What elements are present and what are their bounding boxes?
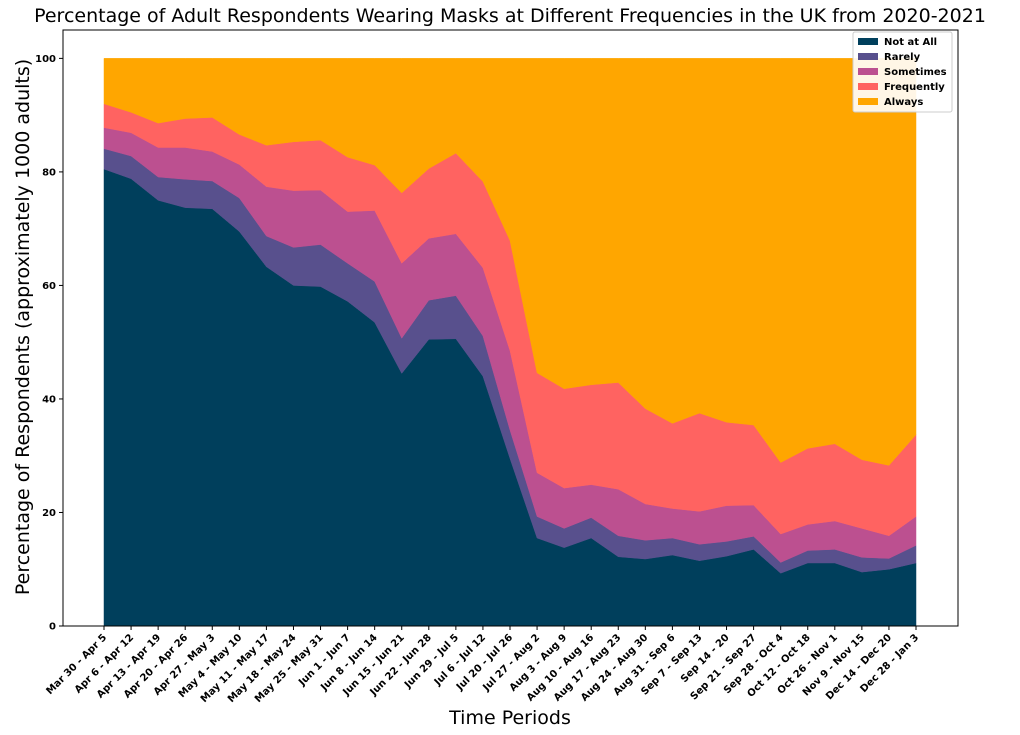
y-tick-label: 60 <box>42 281 56 292</box>
legend-box <box>852 31 953 113</box>
y-tick-label: 40 <box>42 394 56 405</box>
y-axis-label: Percentage of Respondents (approximately… <box>12 59 34 595</box>
legend-label: Rarely <box>884 52 921 63</box>
area-layers <box>103 58 917 627</box>
x-axis-label: Time Periods <box>448 707 571 729</box>
legend-label: Not at All <box>884 37 937 48</box>
chart-title: Percentage of Adult Respondents Wearing … <box>34 5 986 27</box>
legend-label: Always <box>884 97 923 108</box>
y-axis: 0 20 40 60 80 100 <box>35 54 63 633</box>
legend-swatch <box>858 53 878 60</box>
legend-swatch <box>858 98 878 105</box>
y-tick-label: 20 <box>42 508 56 519</box>
legend-swatch <box>858 83 878 90</box>
legend-label: Frequently <box>884 82 945 93</box>
area-always <box>103 58 917 466</box>
legend-swatch <box>858 38 878 45</box>
legend-label: Sometimes <box>884 67 947 78</box>
y-tick-label: 100 <box>35 54 56 65</box>
legend-swatch <box>858 68 878 75</box>
y-tick-label: 80 <box>42 167 56 178</box>
y-tick-label: 0 <box>49 622 56 633</box>
legend: Not at All Rarely Sometimes Frequently Alway… <box>852 31 953 113</box>
